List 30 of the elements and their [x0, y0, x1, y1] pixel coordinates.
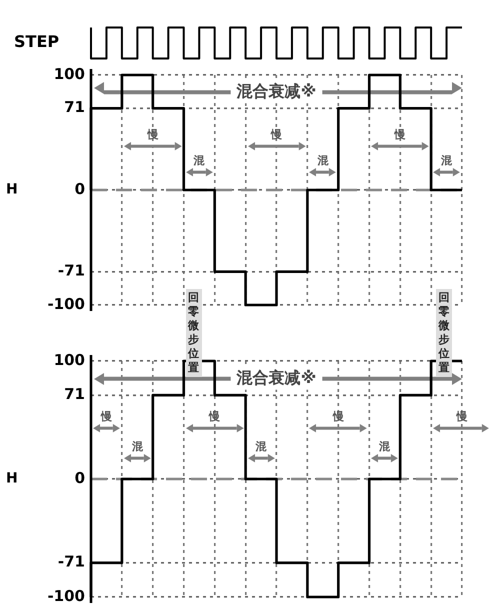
annotation: 混 [378, 440, 392, 453]
annotation: 慢 [208, 410, 222, 423]
annotation: 回零微步位置 [186, 289, 202, 377]
ref-line-label: 混合衰减※ [236, 81, 316, 100]
annotation: 混 [316, 154, 330, 167]
y-tick-label: -71 [58, 552, 85, 571]
annotation: 慢 [393, 128, 407, 141]
annotation: 慢 [332, 410, 345, 423]
annotation: 混 [440, 154, 454, 167]
y-tick-label: 71 [64, 98, 85, 116]
y-tick-label: 71 [64, 385, 85, 404]
y-axis-title: H [6, 182, 18, 198]
annotation: 慢 [270, 128, 283, 141]
annotation: 回零微步位置 [436, 289, 452, 377]
ref-line-label: 混合衰减※ [236, 368, 316, 387]
annotation: 混 [130, 440, 144, 453]
annotation: 慢 [100, 410, 113, 423]
annotation: 混 [254, 440, 268, 453]
y-tick-label: -71 [58, 262, 85, 280]
y-tick-label: 100 [54, 64, 85, 83]
y-tick-label: 100 [54, 350, 85, 369]
y-tick-label: 0 [74, 468, 85, 487]
annotation: 慢 [455, 410, 468, 423]
annotation: 慢 [146, 128, 160, 141]
y-axis-title: STEP [14, 32, 60, 52]
y-tick-label: -100 [47, 294, 85, 313]
y-tick-label: -100 [47, 586, 85, 605]
y-axis-title: H [6, 470, 18, 487]
annotation: 混 [192, 154, 206, 167]
y-tick-label: 0 [74, 180, 85, 198]
